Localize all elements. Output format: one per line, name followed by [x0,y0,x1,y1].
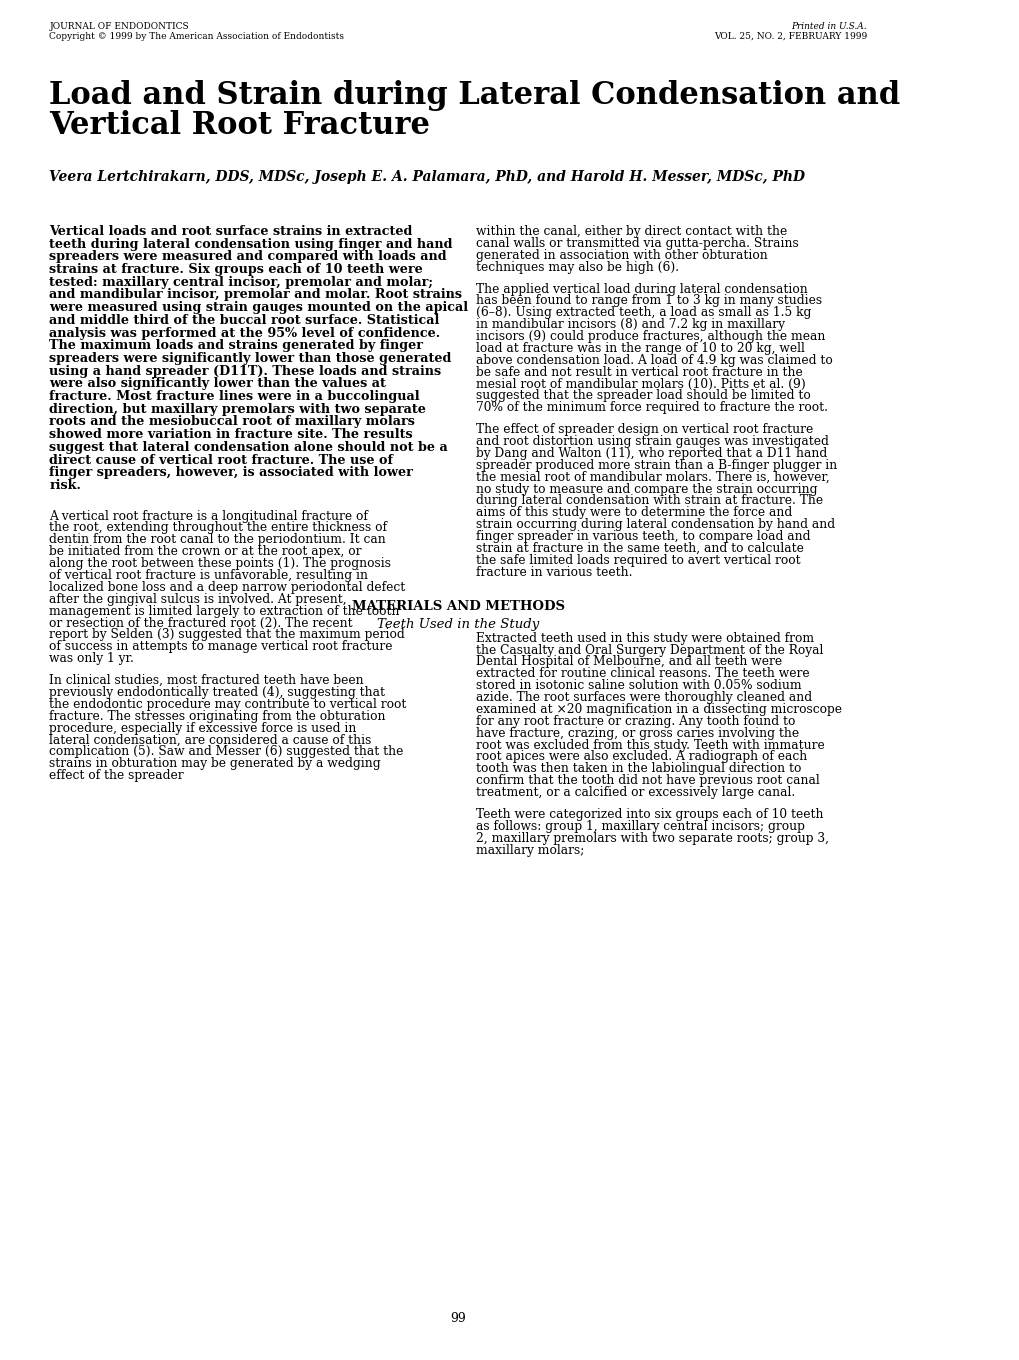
Text: and mandibular incisor, premolar and molar. Root strains: and mandibular incisor, premolar and mol… [49,288,462,302]
Text: strains in obturation may be generated by a wedging: strains in obturation may be generated b… [49,758,381,770]
Text: Copyright © 1999 by The American Association of Endodontists: Copyright © 1999 by The American Associa… [49,33,344,41]
Text: using a hand spreader (D11T). These loads and strains: using a hand spreader (D11T). These load… [49,364,441,378]
Text: Teeth were categorized into six groups each of 10 teeth: Teeth were categorized into six groups e… [476,808,823,821]
Text: along the root between these points (1). The prognosis: along the root between these points (1).… [49,558,391,570]
Text: analysis was performed at the 95% level of confidence.: analysis was performed at the 95% level … [49,326,440,340]
Text: and middle third of the buccal root surface. Statistical: and middle third of the buccal root surf… [49,314,439,326]
Text: suggested that the spreader load should be limited to: suggested that the spreader load should … [476,389,810,403]
Text: Dental Hospital of Melbourne, and all teeth were: Dental Hospital of Melbourne, and all te… [476,656,782,668]
Text: In clinical studies, most fractured teeth have been: In clinical studies, most fractured teet… [49,675,364,687]
Text: (6–8). Using extracted teeth, a load as small as 1.5 kg: (6–8). Using extracted teeth, a load as … [476,306,811,320]
Text: stored in isotonic saline solution with 0.05% sodium: stored in isotonic saline solution with … [476,679,801,692]
Text: the safe limited loads required to avert vertical root: the safe limited loads required to avert… [476,554,800,567]
Text: 70% of the minimum force required to fracture the root.: 70% of the minimum force required to fra… [476,401,827,415]
Text: have fracture, crazing, or gross caries involving the: have fracture, crazing, or gross caries … [476,726,799,740]
Text: Load and Strain during Lateral Condensation and: Load and Strain during Lateral Condensat… [49,80,900,112]
Text: 2, maxillary premolars with two separate roots; group 3,: 2, maxillary premolars with two separate… [476,832,828,845]
Text: and root distortion using strain gauges was investigated: and root distortion using strain gauges … [476,435,828,447]
Text: A vertical root fracture is a longitudinal fracture of: A vertical root fracture is a longitudin… [49,510,368,522]
Text: the mesial root of mandibular molars. There is, however,: the mesial root of mandibular molars. Th… [476,471,829,484]
Text: incisors (9) could produce fractures, although the mean: incisors (9) could produce fractures, al… [476,330,824,343]
Text: teeth during lateral condensation using finger and hand: teeth during lateral condensation using … [49,238,452,250]
Text: 99: 99 [450,1312,466,1325]
Text: Vertical Root Fracture: Vertical Root Fracture [49,110,430,141]
Text: Vertical loads and root surface strains in extracted: Vertical loads and root surface strains … [49,224,413,238]
Text: root apices were also excluded. A radiograph of each: root apices were also excluded. A radiog… [476,751,807,763]
Text: root was excluded from this study. Teeth with immature: root was excluded from this study. Teeth… [476,738,824,752]
Text: were measured using strain gauges mounted on the apical: were measured using strain gauges mounte… [49,301,468,314]
Text: suggest that lateral condensation alone should not be a: suggest that lateral condensation alone … [49,441,447,454]
Text: generated in association with other obturation: generated in association with other obtu… [476,249,767,261]
Text: spreaders were measured and compared with loads and: spreaders were measured and compared wit… [49,250,446,264]
Text: the root, extending throughout the entire thickness of: the root, extending throughout the entir… [49,521,387,534]
Text: load at fracture was in the range of 10 to 20 kg, well: load at fracture was in the range of 10 … [476,341,804,355]
Text: dentin from the root canal to the periodontium. It can: dentin from the root canal to the period… [49,533,386,547]
Text: within the canal, either by direct contact with the: within the canal, either by direct conta… [476,224,787,238]
Text: previously endodontically treated (4), suggesting that: previously endodontically treated (4), s… [49,685,385,699]
Text: The effect of spreader design on vertical root fracture: The effect of spreader design on vertica… [476,423,813,437]
Text: techniques may also be high (6).: techniques may also be high (6). [476,261,679,273]
Text: or resection of the fractured root (2). The recent: or resection of the fractured root (2). … [49,616,353,630]
Text: direction, but maxillary premolars with two separate: direction, but maxillary premolars with … [49,403,426,416]
Text: examined at ×20 magnification in a dissecting microscope: examined at ×20 magnification in a disse… [476,703,842,715]
Text: strain occurring during lateral condensation by hand and: strain occurring during lateral condensa… [476,518,835,532]
Text: by Dang and Walton (11), who reported that a D11 hand: by Dang and Walton (11), who reported th… [476,447,826,460]
Text: showed more variation in fracture site. The results: showed more variation in fracture site. … [49,428,413,441]
Text: strains at fracture. Six groups each of 10 teeth were: strains at fracture. Six groups each of … [49,262,423,276]
Text: JOURNAL OF ENDODONTICS: JOURNAL OF ENDODONTICS [49,22,189,31]
Text: no study to measure and compare the strain occurring: no study to measure and compare the stra… [476,483,817,495]
Text: as follows: group 1, maxillary central incisors; group: as follows: group 1, maxillary central i… [476,820,804,832]
Text: of success in attempts to manage vertical root fracture: of success in attempts to manage vertica… [49,641,392,653]
Text: tested: maxillary central incisor, premolar and molar;: tested: maxillary central incisor, premo… [49,276,433,288]
Text: finger spreaders, however, is associated with lower: finger spreaders, however, is associated… [49,466,413,479]
Text: of vertical root fracture is unfavorable, resulting in: of vertical root fracture is unfavorable… [49,568,368,582]
Text: fracture. Most fracture lines were in a buccolingual: fracture. Most fracture lines were in a … [49,390,420,403]
Text: VOL. 25, NO. 2, FEBRUARY 1999: VOL. 25, NO. 2, FEBRUARY 1999 [713,33,866,41]
Text: effect of the spreader: effect of the spreader [49,770,183,782]
Text: aims of this study were to determine the force and: aims of this study were to determine the… [476,506,792,520]
Text: above condensation load. A load of 4.9 kg was claimed to: above condensation load. A load of 4.9 k… [476,354,833,367]
Text: Teeth Used in the Study: Teeth Used in the Study [377,617,539,631]
Text: direct cause of vertical root fracture. The use of: direct cause of vertical root fracture. … [49,453,393,466]
Text: were also significantly lower than the values at: were also significantly lower than the v… [49,377,386,390]
Text: the endodontic procedure may contribute to vertical root: the endodontic procedure may contribute … [49,698,407,711]
Text: spreaders were significantly lower than those generated: spreaders were significantly lower than … [49,352,451,364]
Text: tooth was then taken in the labiolingual direction to: tooth was then taken in the labiolingual… [476,763,801,775]
Text: extracted for routine clinical reasons. The teeth were: extracted for routine clinical reasons. … [476,668,809,680]
Text: in mandibular incisors (8) and 7.2 kg in maxillary: in mandibular incisors (8) and 7.2 kg in… [476,318,785,332]
Text: Extracted teeth used in this study were obtained from: Extracted teeth used in this study were … [476,631,813,645]
Text: the Casualty and Oral Surgery Department of the Royal: the Casualty and Oral Surgery Department… [476,643,823,657]
Text: management is limited largely to extraction of the tooth: management is limited largely to extract… [49,605,399,617]
Text: has been found to range from 1 to 3 kg in many studies: has been found to range from 1 to 3 kg i… [476,294,821,307]
Text: canal walls or transmitted via gutta-percha. Strains: canal walls or transmitted via gutta-per… [476,237,798,250]
Text: roots and the mesiobuccal root of maxillary molars: roots and the mesiobuccal root of maxill… [49,415,415,428]
Text: mesial root of mandibular molars (10). Pitts et al. (9): mesial root of mandibular molars (10). P… [476,378,805,390]
Text: The maximum loads and strains generated by finger: The maximum loads and strains generated … [49,339,423,352]
Text: during lateral condensation with strain at fracture. The: during lateral condensation with strain … [476,495,822,507]
Text: strain at fracture in the same teeth, and to calculate: strain at fracture in the same teeth, an… [476,543,803,555]
Text: maxillary molars;: maxillary molars; [476,843,584,857]
Text: was only 1 yr.: was only 1 yr. [49,653,135,665]
Text: finger spreader in various teeth, to compare load and: finger spreader in various teeth, to com… [476,530,810,543]
Text: treatment, or a calcified or excessively large canal.: treatment, or a calcified or excessively… [476,786,795,800]
Text: confirm that the tooth did not have previous root canal: confirm that the tooth did not have prev… [476,774,819,787]
Text: Veera Lertchirakarn, DDS, MDSc, Joseph E. A. Palamara, PhD, and Harold H. Messer: Veera Lertchirakarn, DDS, MDSc, Joseph E… [49,170,805,184]
Text: spreader produced more strain than a B-finger plugger in: spreader produced more strain than a B-f… [476,458,837,472]
Text: azide. The root surfaces were thoroughly cleaned and: azide. The root surfaces were thoroughly… [476,691,811,704]
Text: be initiated from the crown or at the root apex, or: be initiated from the crown or at the ro… [49,545,362,558]
Text: fracture in various teeth.: fracture in various teeth. [476,566,632,579]
Text: The applied vertical load during lateral condensation: The applied vertical load during lateral… [476,283,807,295]
Text: risk.: risk. [49,479,82,492]
Text: after the gingival sulcus is involved. At present,: after the gingival sulcus is involved. A… [49,593,346,605]
Text: complication (5). Saw and Messer (6) suggested that the: complication (5). Saw and Messer (6) sug… [49,745,404,759]
Text: MATERIALS AND METHODS: MATERIALS AND METHODS [352,600,565,612]
Text: be safe and not result in vertical root fracture in the: be safe and not result in vertical root … [476,366,802,378]
Text: report by Selden (3) suggested that the maximum period: report by Selden (3) suggested that the … [49,628,405,642]
Text: Printed in U.S.A.: Printed in U.S.A. [791,22,866,31]
Text: fracture. The stresses originating from the obturation: fracture. The stresses originating from … [49,710,385,722]
Text: lateral condensation, are considered a cause of this: lateral condensation, are considered a c… [49,733,372,747]
Text: for any root fracture or crazing. Any tooth found to: for any root fracture or crazing. Any to… [476,715,795,728]
Text: procedure, especially if excessive force is used in: procedure, especially if excessive force… [49,722,357,734]
Text: localized bone loss and a deep narrow periodontal defect: localized bone loss and a deep narrow pe… [49,581,406,594]
